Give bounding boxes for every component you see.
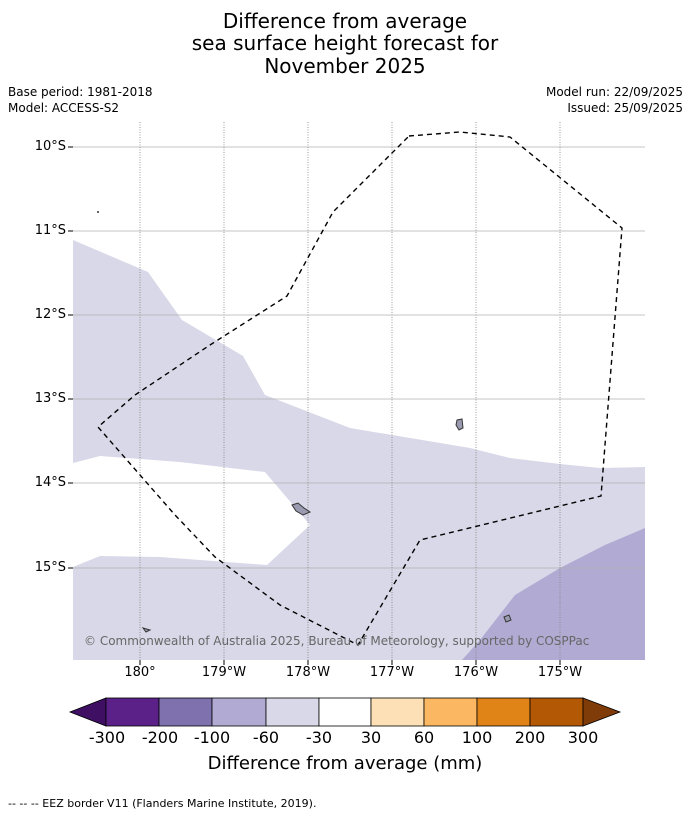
colorbar-tick: 200 <box>514 728 546 747</box>
colorbar-tick: -100 <box>193 728 231 747</box>
anomaly-band-light <box>73 240 645 660</box>
copyright-credit: © Commonwealth of Australia 2025, Bureau… <box>84 634 590 648</box>
base-period: Base period: 1981-2018 <box>8 85 153 99</box>
model-run: Model run: 22/09/2025 <box>545 85 683 99</box>
colorbar-tick: -200 <box>141 728 179 747</box>
lon-label: 175°W <box>537 665 583 680</box>
colorbar-extend-high <box>582 697 622 727</box>
colorbar-swatch <box>265 697 320 727</box>
title-line-2: sea surface height forecast for <box>191 31 499 55</box>
colorbar-swatch <box>529 697 584 727</box>
lat-label: 11°S <box>34 223 66 238</box>
colorbar-swatch <box>318 697 372 727</box>
colorbar-swatch <box>211 697 267 727</box>
eez-footnote: -- -- -- EEZ border V11 (Flanders Marine… <box>8 797 317 810</box>
latitude-gridlines <box>73 146 645 569</box>
island-wallis <box>291 502 312 516</box>
colorbar-swatch <box>476 697 531 727</box>
issued-date: Issued: 25/09/2025 <box>567 101 683 115</box>
island-southeast <box>503 614 512 623</box>
colorbar-swatch <box>423 697 478 727</box>
colorbar-extend-low <box>68 697 107 727</box>
colorbar-label: Difference from average (mm) <box>207 753 483 774</box>
colorbar-tick: 30 <box>360 728 382 747</box>
title-line-3: November 2025 <box>264 54 426 78</box>
colorbar-swatch <box>158 697 213 727</box>
colorbar-tick: 300 <box>567 728 599 747</box>
island-dot <box>97 211 99 213</box>
island-futuna <box>455 418 464 431</box>
title-line-1: Difference from average <box>222 9 468 33</box>
colorbar-tick: 100 <box>461 728 493 747</box>
lat-label: 15°S <box>34 560 66 575</box>
lat-label: 10°S <box>34 139 66 154</box>
anomaly-band-medium <box>462 528 645 660</box>
colorbar-swatch <box>370 697 425 727</box>
colorbar-tick: -300 <box>88 728 126 747</box>
lat-label: 12°S <box>34 307 66 322</box>
colorbar <box>68 697 622 727</box>
lon-label: 177°W <box>369 665 415 680</box>
colorbar-tick: -30 <box>305 728 333 747</box>
island-southwest <box>141 627 152 633</box>
colorbar-swatch <box>105 697 160 727</box>
colorbar-tick: 60 <box>413 728 435 747</box>
lon-label: 179°W <box>201 665 247 680</box>
lon-label: 180° <box>124 665 156 680</box>
lon-label: 176°W <box>453 665 499 680</box>
islands <box>141 418 512 633</box>
longitude-gridlines <box>139 122 561 660</box>
lat-label: 13°S <box>34 391 66 406</box>
colorbar-tick: -60 <box>252 728 280 747</box>
axis-ticks <box>68 146 561 665</box>
model-name: Model: ACCESS-S2 <box>8 101 120 115</box>
eez-border <box>97 131 623 646</box>
lon-label: 178°W <box>285 665 331 680</box>
lat-label: 14°S <box>34 475 66 490</box>
